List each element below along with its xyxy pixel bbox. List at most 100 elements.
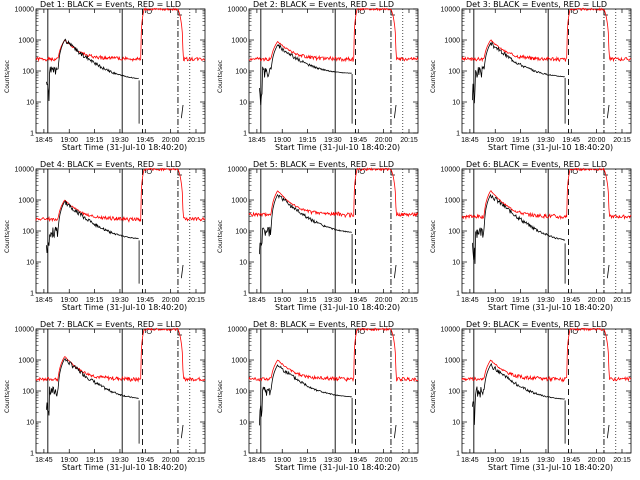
top-marker-bracket — [603, 330, 608, 336]
y-tick-label: 10 — [239, 100, 247, 107]
x-tick-label: 19:00 — [273, 457, 291, 464]
x-tick-label: 19:30 — [324, 457, 342, 464]
x-tick-label: 18:45 — [461, 297, 479, 304]
plot-frame — [461, 168, 632, 294]
x-tick-label: 20:15 — [187, 137, 205, 144]
y-tick-label: 10 — [26, 260, 34, 267]
top-marker-bracket — [177, 10, 182, 16]
y-axis-label: Counts/sec — [430, 219, 437, 253]
detector-chart-8: 1 10 100 1000 10000 18:45 19:00 19:15 19:30 19:45… — [228, 327, 419, 464]
y-tick-label: 1 — [456, 291, 460, 298]
y-axis-label: Counts/sec — [217, 219, 224, 253]
y-tick-label: 10000 — [228, 7, 248, 14]
x-tick-label: 19:15 — [299, 137, 317, 144]
y-tick-label: 1 — [456, 451, 460, 458]
x-tick-label: 19:30 — [111, 457, 129, 464]
series-events-fragment — [393, 104, 397, 119]
y-axis-label: Counts/sec — [430, 379, 437, 413]
y-tick-label: 1000 — [444, 38, 460, 45]
top-marker-bracket — [390, 330, 395, 336]
x-tick-label: 19:45 — [137, 137, 155, 144]
series-lld-line — [248, 7, 419, 63]
chart-title: Det 2: BLACK = Events, RED = LLD — [253, 0, 394, 9]
top-marker-circle — [146, 168, 152, 175]
chart-title: Det 1: BLACK = Events, RED = LLD — [40, 0, 181, 9]
series-lld-line — [35, 327, 206, 383]
y-tick-label: 10 — [239, 260, 247, 267]
detector-chart-1: 1 10 100 1000 10000 18:45 19:00 19:15 19:30 19:45… — [15, 7, 206, 144]
series-events-line — [472, 362, 565, 425]
x-tick-label: 19:30 — [111, 297, 129, 304]
x-tick-label: 19:30 — [111, 137, 129, 144]
y-tick-label: 1000 — [18, 38, 34, 45]
x-tick-label: 19:00 — [60, 457, 78, 464]
series-events-fragment — [606, 424, 610, 439]
x-tick-label: 20:15 — [613, 457, 631, 464]
chart-title: Det 8: BLACK = Events, RED = LLD — [253, 320, 394, 329]
series-events-line — [46, 38, 139, 102]
y-tick-label: 100 — [235, 389, 247, 396]
y-axis-label: Counts/sec — [217, 379, 224, 413]
series-lld-line — [35, 167, 206, 223]
x-tick-label: 19:15 — [299, 297, 317, 304]
series-events-line — [46, 200, 139, 254]
plot-frame — [248, 328, 419, 454]
x-tick-label: 20:15 — [187, 457, 205, 464]
y-tick-label: 10000 — [441, 327, 461, 334]
y-tick-label: 10000 — [15, 7, 35, 14]
y-axis-label: Counts/sec — [430, 59, 437, 93]
x-axis-label: Start Time (31-Jul-10 18:40:20) — [488, 463, 614, 472]
detector-chart-4: 1 10 100 1000 10000 18:45 19:00 19:15 19:30 19:45… — [15, 167, 206, 304]
y-tick-label: 100 — [235, 69, 247, 76]
y-tick-label: 10 — [452, 100, 460, 107]
y-tick-label: 1000 — [444, 358, 460, 365]
series-lld-line — [35, 7, 206, 63]
x-tick-label: 19:00 — [273, 297, 291, 304]
x-tick-label: 20:00 — [162, 457, 180, 464]
y-tick-label: 10 — [26, 420, 34, 427]
x-tick-label: 19:15 — [512, 457, 530, 464]
detector-panel-5: 1 10 100 1000 10000 18:45 19:00 19:15 19:30 19:45… — [213, 160, 426, 320]
detector-panel-8: 1 10 100 1000 10000 18:45 19:00 19:15 19:30 19:45… — [213, 320, 426, 480]
y-axis-label: Counts/sec — [4, 219, 11, 253]
series-events-line — [259, 364, 352, 426]
x-tick-label: 19:15 — [86, 137, 104, 144]
y-tick-label: 10000 — [15, 167, 35, 174]
x-tick-label: 20:00 — [588, 457, 606, 464]
x-axis-label: Start Time (31-Jul-10 18:40:20) — [275, 463, 401, 472]
top-marker-bracket — [390, 10, 395, 16]
y-axis-label: Counts/sec — [4, 59, 11, 93]
x-tick-label: 20:00 — [375, 297, 393, 304]
top-marker-circle — [359, 328, 365, 335]
series-events-fragment — [393, 424, 397, 439]
y-tick-label: 1000 — [231, 358, 247, 365]
series-events-fragment — [606, 264, 610, 279]
y-tick-label: 1000 — [231, 198, 247, 205]
chart-title: Det 4: BLACK = Events, RED = LLD — [40, 160, 181, 169]
top-marker-bracket — [177, 170, 182, 176]
detector-panel-3: 1 10 100 1000 10000 18:45 19:00 19:15 19:30 19:45… — [426, 0, 639, 160]
x-tick-label: 18:45 — [35, 297, 53, 304]
y-tick-label: 100 — [448, 229, 460, 236]
series-events-fragment — [606, 104, 610, 119]
y-tick-label: 100 — [448, 69, 460, 76]
y-tick-label: 1000 — [18, 198, 34, 205]
x-axis-label: Start Time (31-Jul-10 18:40:20) — [275, 143, 401, 152]
x-tick-label: 19:30 — [537, 297, 555, 304]
chart-title: Det 6: BLACK = Events, RED = LLD — [466, 160, 607, 169]
x-tick-label: 20:15 — [613, 137, 631, 144]
x-tick-label: 20:15 — [400, 297, 418, 304]
x-tick-label: 19:00 — [486, 137, 504, 144]
y-tick-label: 1000 — [231, 38, 247, 45]
series-lld-line — [248, 327, 419, 383]
detector-panel-9: 1 10 100 1000 10000 18:45 19:00 19:15 19:30 19:45… — [426, 320, 639, 480]
x-tick-label: 19:15 — [86, 297, 104, 304]
x-tick-label: 19:45 — [137, 457, 155, 464]
series-events-fragment — [180, 424, 184, 439]
detector-panel-2: 1 10 100 1000 10000 18:45 19:00 19:15 19:30 19:45… — [213, 0, 426, 160]
y-tick-label: 1000 — [18, 358, 34, 365]
chart-title: Det 5: BLACK = Events, RED = LLD — [253, 160, 394, 169]
detector-panel-7: 1 10 100 1000 10000 18:45 19:00 19:15 19:30 19:45… — [0, 320, 213, 480]
chart-title: Det 7: BLACK = Events, RED = LLD — [40, 320, 181, 329]
